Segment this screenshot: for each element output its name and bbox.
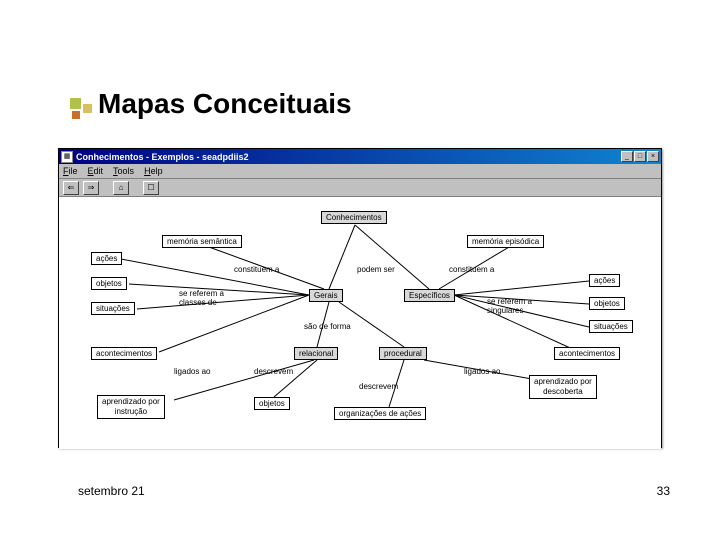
maximize-button[interactable]: □ — [634, 151, 646, 162]
menu-tools[interactable]: Tools — [113, 166, 134, 176]
node-acoes_l[interactable]: ações — [91, 252, 122, 265]
node-mem_sem[interactable]: memória semântica — [162, 235, 242, 248]
slide-title: Mapas Conceituais — [98, 88, 352, 120]
home-button[interactable]: ⌂ — [113, 181, 129, 195]
menu-edit[interactable]: Edit — [88, 166, 104, 176]
edge-label-5: são de forma — [304, 322, 351, 331]
page-number: 33 — [657, 484, 670, 498]
edge-label-0: constituem a — [234, 265, 279, 274]
node-org_acoes[interactable]: organizações de ações — [334, 407, 426, 420]
titlebar: ▦ Conhecimentos - Exemplos - seadpdiis2 … — [59, 149, 661, 164]
edge-label-6: ligados ao — [174, 367, 210, 376]
edge-label-2: constituem a — [449, 265, 494, 274]
window-title: Conhecimentos - Exemplos - seadpdiis2 — [76, 152, 621, 162]
edge-label-8: descrevem — [359, 382, 398, 391]
node-procedural[interactable]: procedural — [379, 347, 427, 360]
edge-label-4: se referem a singulares — [487, 297, 532, 315]
node-objetos_b[interactable]: objetos — [254, 397, 290, 410]
close-button[interactable]: × — [647, 151, 659, 162]
app-window: ▦ Conhecimentos - Exemplos - seadpdiis2 … — [58, 148, 662, 448]
menubar: File Edit Tools Help — [59, 164, 661, 179]
node-relacional[interactable]: relacional — [294, 347, 338, 360]
menu-file[interactable]: File — [63, 166, 78, 176]
diagram-canvas[interactable]: Conhecimentos memória semântica memória ep… — [59, 197, 661, 449]
node-objetos_l[interactable]: objetos — [91, 277, 127, 290]
node-situacoes_l[interactable]: situações — [91, 302, 135, 315]
node-gerais[interactable]: Gerais — [309, 289, 343, 302]
edge-label-7: descrevem — [254, 367, 293, 376]
node-acontecimentos_r[interactable]: acontecimentos — [554, 347, 620, 360]
node-situacoes_r[interactable]: situações — [589, 320, 633, 333]
node-aprend_instr[interactable]: aprendizado por instrução — [97, 395, 165, 419]
node-objetos_r[interactable]: objetos — [589, 297, 625, 310]
footer-date: setembro 21 — [78, 484, 145, 498]
app-icon: ▦ — [61, 151, 73, 163]
forward-button[interactable]: ⇒ — [83, 181, 99, 195]
node-conhecimentos[interactable]: Conhecimentos — [321, 211, 387, 224]
minimize-button[interactable]: _ — [621, 151, 633, 162]
node-especificos[interactable]: Específicos — [404, 289, 455, 302]
node-mem_epi[interactable]: memória episódica — [467, 235, 544, 248]
node-acoes_r[interactable]: ações — [589, 274, 620, 287]
back-button[interactable]: ⇐ — [63, 181, 79, 195]
toolbar: ⇐ ⇒ ⌂ ☐ — [59, 179, 661, 197]
menu-help[interactable]: Help — [144, 166, 163, 176]
edge-label-1: podem ser — [357, 265, 395, 274]
window-controls: _ □ × — [621, 151, 659, 162]
node-acontecimentos_l[interactable]: acontecimentos — [91, 347, 157, 360]
edge-label-3: se referem a classes de — [179, 289, 224, 307]
view-button[interactable]: ☐ — [143, 181, 159, 195]
edge-label-9: ligados ao — [464, 367, 500, 376]
node-aprend_desc[interactable]: aprendizado por descoberta — [529, 375, 597, 399]
